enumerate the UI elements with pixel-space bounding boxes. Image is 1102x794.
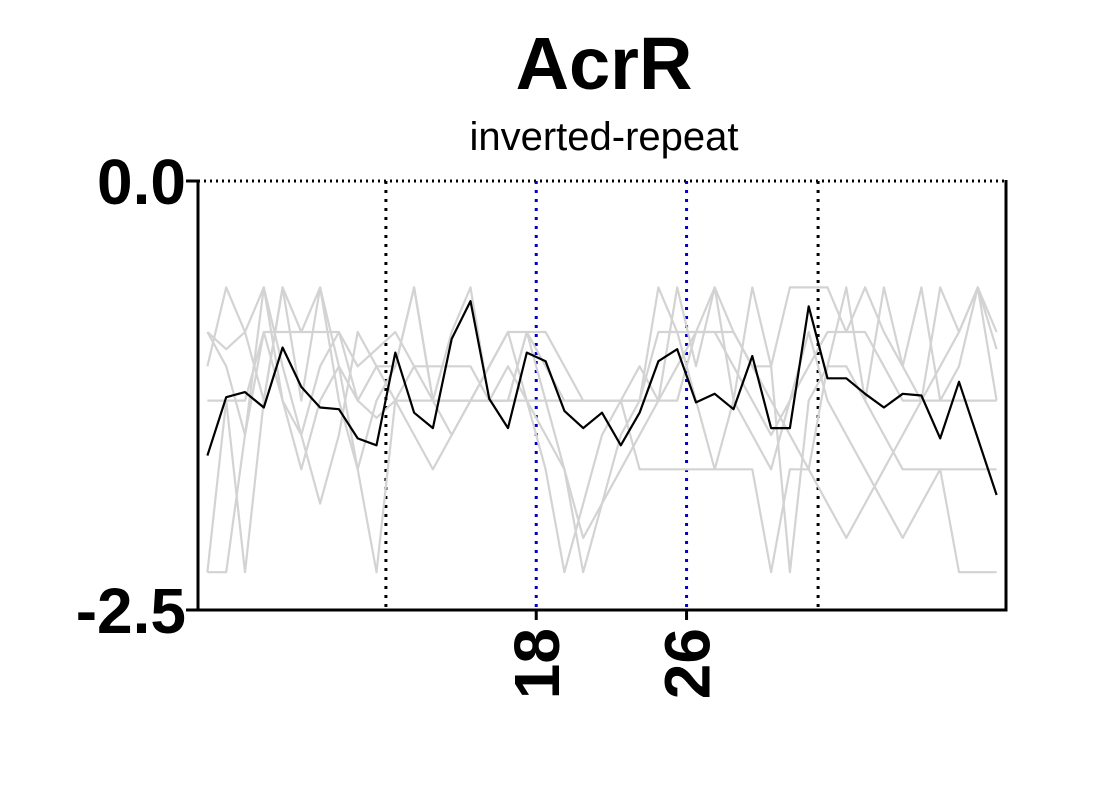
x-tick-label-1: 18 [501, 628, 573, 699]
y-tick-label-1: 0.0 [97, 146, 186, 218]
series-line-main [206, 300, 998, 496]
plot-area: 0.0 -2.5 18 26 [76, 146, 1008, 699]
chart-title: AcrR [516, 22, 693, 105]
x-tick-label-2: 26 [652, 628, 724, 699]
y-tick-label-2: -2.5 [76, 575, 186, 647]
series-line-background-6 [206, 286, 998, 574]
series-line-background-5 [206, 286, 998, 540]
chart-subtitle: inverted-repeat [469, 115, 738, 159]
series-line-background-4 [206, 286, 998, 437]
